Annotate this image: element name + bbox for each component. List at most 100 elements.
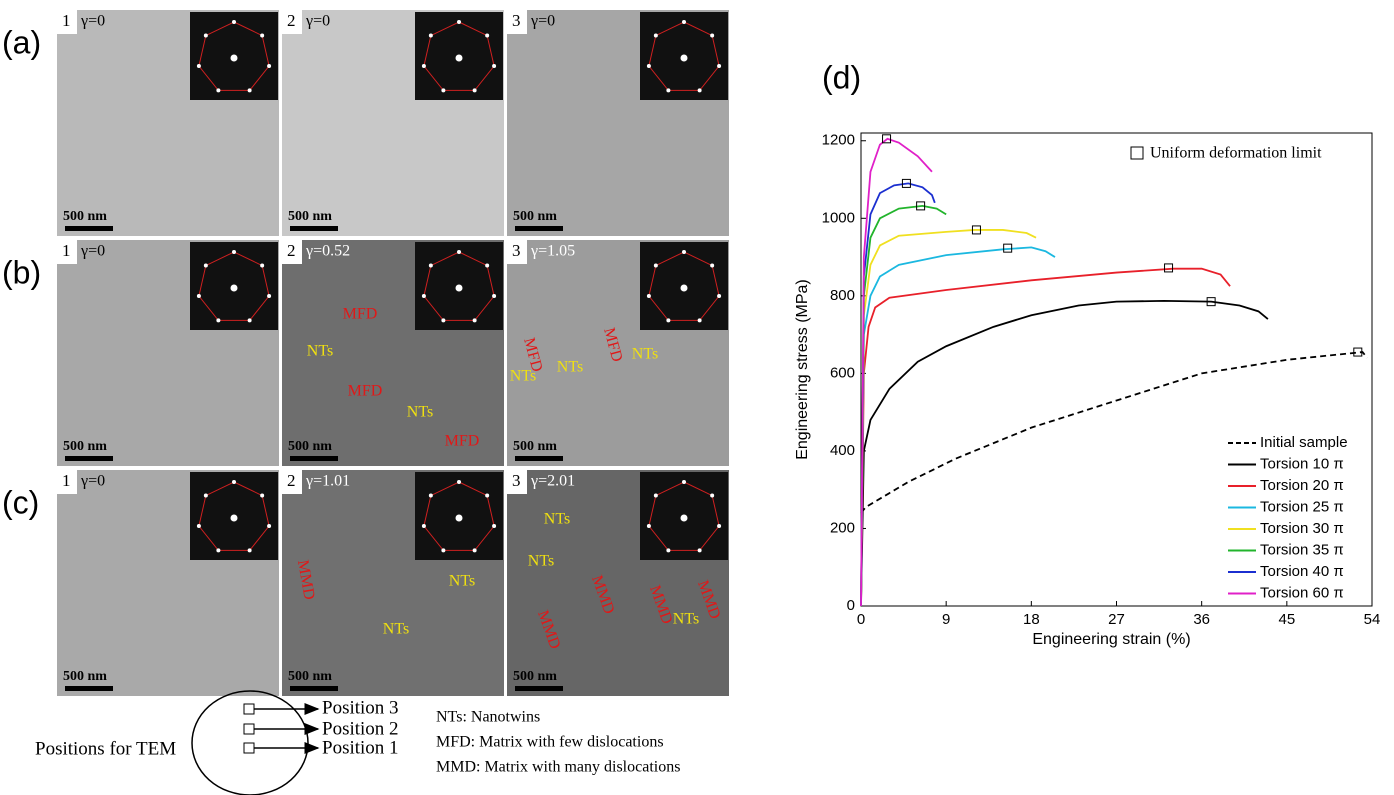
diffraction-spot [492,524,497,529]
diffraction-spot [203,493,208,498]
image-number: 2 [287,471,296,490]
diffraction-spot [232,250,236,254]
diffraction-spot [232,480,236,484]
diffraction-spot [697,318,702,323]
marker-legend-label: Uniform deformation limit [1150,145,1322,162]
scale-bar [515,456,563,461]
y-tick-label: 600 [830,364,855,381]
diffraction-spot [421,64,426,69]
y-tick-label: 1000 [822,209,855,226]
diffraction-spot [260,33,265,38]
diffraction-spot [203,33,208,38]
note: NTs: Nanotwins [436,709,540,726]
number-box [57,240,77,264]
diffraction-spot [441,548,446,553]
diffraction-spot [682,480,686,484]
legend-label: Initial sample [1260,434,1348,451]
panel-label: (d) [822,59,861,95]
image-number: 1 [62,241,71,260]
panel-label: (b) [2,254,41,290]
image-number: 1 [62,11,71,30]
scale-bar [65,226,113,231]
diffraction-spot [472,318,477,323]
legend-label: Torsion 35 π [1260,541,1344,558]
number-box [507,470,527,494]
panel-label: (c) [2,484,39,520]
scale-label: 500 nm [63,439,107,454]
diffraction-spot [247,548,252,553]
annotation: MFD [343,306,378,323]
diffraction-spot [267,294,272,299]
y-tick-label: 1200 [822,132,855,149]
gamma-label: γ=0 [80,473,105,490]
image-number: 3 [512,241,521,260]
scale-bar [65,456,113,461]
annotation: MMD [294,559,318,601]
diffraction-spot [260,493,265,498]
annotation: NTs [673,611,699,628]
note: MMD: Matrix with many dislocations [436,759,680,776]
diffraction-spot [710,33,715,38]
diffraction-center [680,284,688,292]
y-axis-label: Engineering stress (MPa) [794,279,811,460]
diffraction-center [230,514,238,522]
scale-label: 500 nm [63,209,107,224]
image-number: 3 [512,471,521,490]
limit-marker [901,178,911,188]
diffraction-center [230,54,238,62]
scale-bar [65,686,113,691]
diffraction-spot [682,250,686,254]
scale-bar [290,686,338,691]
diffraction-spot [216,88,221,93]
image-number: 2 [287,11,296,30]
diffraction-spot [646,524,651,529]
diffraction-spot [441,318,446,323]
y-tick-label: 400 [830,442,855,459]
legend-label: Torsion 30 π [1260,520,1344,537]
diffraction-spot [457,20,461,24]
annotation: NTs [510,368,536,385]
diffraction-spot [216,548,221,553]
diffraction-spot [666,548,671,553]
number-box [282,470,302,494]
diffraction-spot [717,524,722,529]
diffraction-spot [421,294,426,299]
series-line [860,182,936,607]
position-box [243,742,255,754]
diffraction-spot [717,64,722,69]
series-line [860,246,1056,607]
limit-marker [971,225,981,235]
annotation: NTs [632,346,658,363]
x-axis-label: Engineering strain (%) [1032,631,1190,648]
diffraction-outline [423,21,495,91]
legend-label: Torsion 20 π [1260,477,1344,494]
gamma-label: γ=0 [80,243,105,260]
diffraction-spot [666,88,671,93]
diffraction-spot [232,20,236,24]
diffraction-outline [198,481,270,551]
annotation: NTs [449,573,475,590]
scale-label: 500 nm [513,669,557,684]
gamma-label: γ=0 [305,13,330,30]
diffraction-spot [428,493,433,498]
annotation: NTs [407,404,433,421]
diffraction-spot [472,88,477,93]
scale-bar [515,686,563,691]
marker-legend-symbol [1130,146,1144,160]
y-tick-label: 200 [830,519,855,536]
diffraction-spot [428,263,433,268]
number-box [282,10,302,34]
diffraction-center [680,54,688,62]
diffraction-spot [646,294,651,299]
diffraction-spot [457,250,461,254]
diffraction-spot [247,88,252,93]
diffraction-center [455,54,463,62]
diffraction-spot [485,263,490,268]
number-box [507,240,527,264]
diffraction-spot [441,88,446,93]
legend-label: Torsion 40 π [1260,563,1344,580]
limit-marker [1164,263,1174,273]
diffraction-spot [472,548,477,553]
diffraction-outline [648,251,720,321]
image-number: 1 [62,471,71,490]
